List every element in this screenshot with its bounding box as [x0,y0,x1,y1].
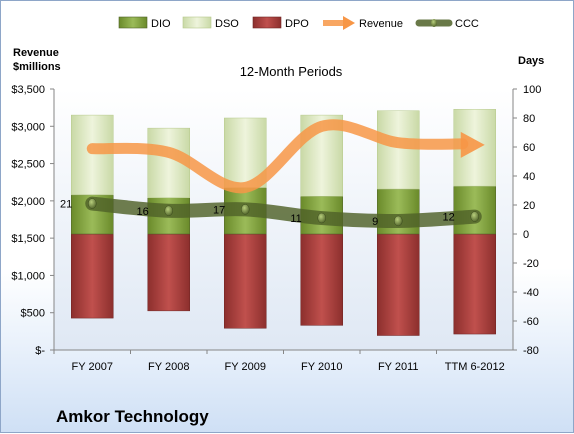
ccc-data-label: 12 [443,212,455,224]
legend-dso-swatch [182,16,212,29]
legend-dio-swatch [118,16,148,29]
left-tick-label: $- [35,345,45,357]
left-tick-label: $500 [21,308,45,320]
legend-dpo-swatch [252,16,282,29]
right-tick-label: 40 [523,171,535,183]
right-tick-label: 0 [523,229,529,241]
left-axis-title-line1: Revenue [13,47,59,59]
legend-dpo-label: DPO [285,18,309,30]
right-tick-label: -80 [523,345,539,357]
right-tick-label: -20 [523,258,539,270]
legend-revenue-label: Revenue [359,18,403,30]
ccc-data-label: 11 [290,213,301,225]
dpo-bar [377,233,420,336]
dpo-bar [453,233,496,335]
dpo-bar [224,233,267,329]
legend-revenue-arrowhead [343,16,355,30]
right-tick-label: -60 [523,316,539,328]
right-tick-label: 80 [523,113,535,125]
left-tick-label: $1,500 [11,233,45,245]
revenue-line [86,119,469,194]
x-tick-label: FY 2009 [225,361,266,373]
ccc-data-label: 21 [60,199,72,211]
ccc-data-label: 17 [213,204,225,216]
left-tick-label: $2,000 [11,196,45,208]
left-tick-label: $1,000 [11,270,45,282]
x-tick-label: FY 2011 [378,361,419,373]
left-axis-title-line2: $millions [13,61,61,73]
right-tick-label: -40 [523,287,539,299]
ccc-data-label: 16 [137,206,149,218]
x-tick-label: FY 2008 [148,361,189,373]
ccc-point [317,212,326,224]
x-tick-label: TTM 6-2012 [445,361,505,373]
x-tick-label: FY 2010 [301,361,342,373]
legend-dio-label: DIO [151,18,171,30]
revenue-arrowhead [460,131,485,158]
dpo-bar [147,233,190,312]
legend-ccc-dot [431,19,437,27]
ccc-point [88,198,97,209]
left-tick-label: $3,500 [11,84,45,96]
right-tick-label: 100 [523,84,541,96]
ccc-data-label: 9 [372,216,378,228]
ccc-point [241,204,250,215]
right-axis-title: Days [518,55,544,67]
ccc-point [470,211,479,222]
left-tick-label: $3,000 [11,121,45,133]
chart-subtitle: 12-Month Periods [240,64,343,79]
company-name: Amkor Technology [56,407,209,426]
legend-ccc-label: CCC [455,18,479,30]
ccc-point [394,215,403,227]
ccc-line [85,196,482,228]
ccc-point [164,205,173,217]
right-tick-label: 20 [523,200,535,212]
x-tick-label: FY 2007 [72,361,113,373]
legend-dso-label: DSO [215,18,239,30]
dso-bar [377,110,420,190]
dpo-bar [71,233,114,319]
dpo-bar [300,233,343,326]
dso-bar [71,114,114,196]
right-tick-label: 60 [523,142,535,154]
left-tick-label: $2,500 [11,159,45,171]
